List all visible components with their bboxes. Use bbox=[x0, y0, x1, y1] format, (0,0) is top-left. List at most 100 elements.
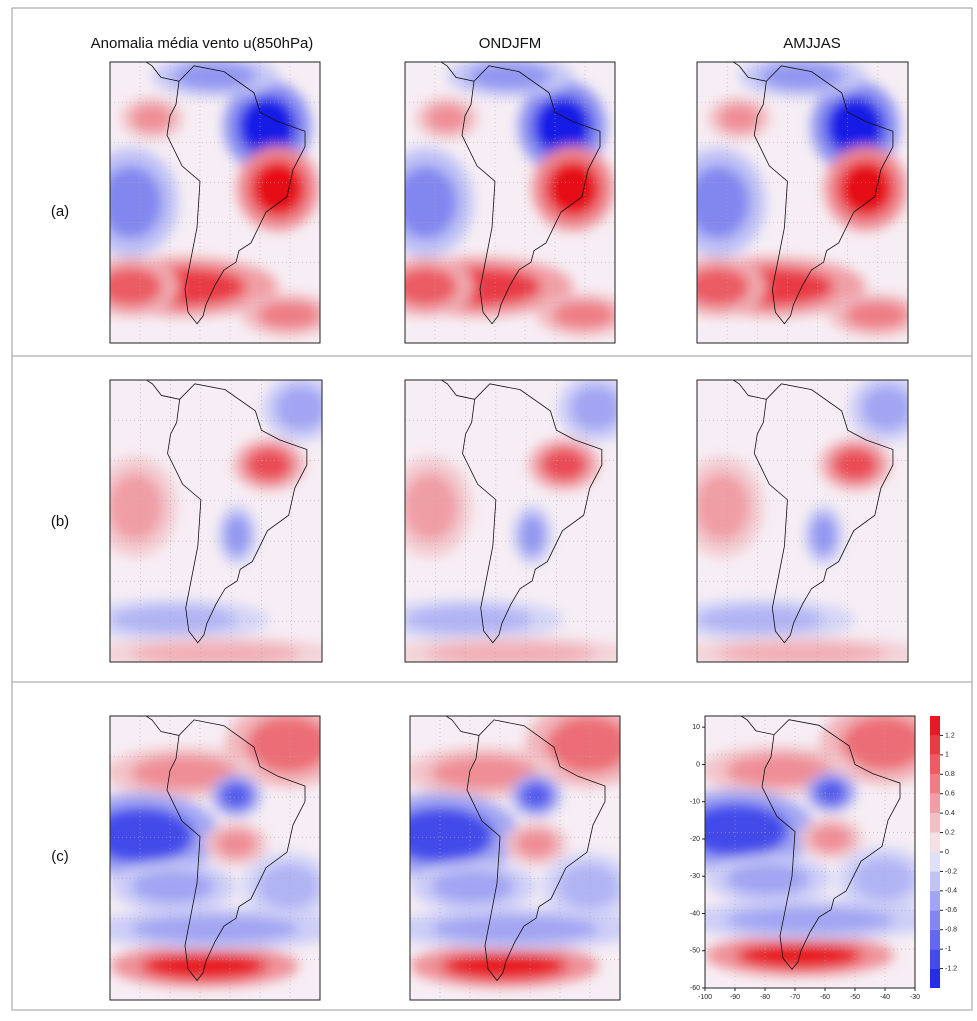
x-tick-label: -80 bbox=[760, 994, 770, 1001]
map-panel bbox=[404, 61, 616, 344]
y-tick-label: -50 bbox=[690, 948, 700, 955]
map-border bbox=[409, 715, 621, 1001]
map-panel bbox=[409, 715, 621, 1001]
anomaly-core bbox=[841, 716, 915, 771]
anomaly-core bbox=[726, 906, 894, 934]
anomaly-core bbox=[519, 515, 545, 555]
colorbar-segment bbox=[930, 929, 940, 950]
anomaly-core bbox=[844, 300, 908, 329]
anomaly-core bbox=[431, 914, 599, 944]
anomaly-core bbox=[131, 914, 299, 944]
anomaly-core bbox=[861, 385, 908, 431]
x-tick-label: -70 bbox=[790, 994, 800, 1001]
coastline bbox=[732, 380, 894, 644]
anomaly-core bbox=[405, 165, 458, 240]
anomaly-core bbox=[224, 515, 250, 555]
map-field bbox=[410, 716, 620, 1000]
x-tick-label: -100 bbox=[698, 994, 712, 1001]
anomaly-blobs bbox=[405, 62, 615, 336]
colorbar-segment bbox=[930, 774, 940, 794]
map-field bbox=[405, 380, 617, 662]
anomaly-core bbox=[110, 806, 194, 864]
coastline bbox=[145, 62, 306, 325]
map-panel bbox=[696, 61, 909, 344]
colorbar-label: 0.4 bbox=[945, 810, 955, 817]
map-panel bbox=[109, 379, 323, 663]
map-panel bbox=[109, 715, 321, 1001]
y-tick-label: 10 bbox=[692, 724, 700, 731]
anomaly-core bbox=[519, 781, 553, 810]
coastline bbox=[740, 716, 901, 971]
colorbar-label: -0.2 bbox=[945, 868, 957, 875]
anomaly-core bbox=[760, 62, 845, 91]
anomaly-core bbox=[131, 104, 173, 133]
coastline bbox=[445, 716, 606, 982]
anomaly-core bbox=[246, 716, 320, 773]
anomaly-core bbox=[557, 863, 620, 910]
anomaly-blobs bbox=[110, 62, 320, 336]
column-title: Anomalia média vento u(850hPa) bbox=[91, 35, 314, 52]
colorbar-label: 0.8 bbox=[945, 771, 955, 778]
anomaly-core bbox=[215, 829, 257, 858]
anomaly-core bbox=[540, 447, 588, 482]
anomaly-core bbox=[131, 642, 301, 662]
anomaly-core bbox=[110, 473, 163, 541]
map-panel bbox=[704, 715, 916, 989]
colorbar-segment bbox=[930, 968, 940, 988]
anomaly-core bbox=[468, 62, 552, 91]
anomaly-core bbox=[257, 300, 320, 329]
map-border bbox=[696, 379, 909, 663]
anomaly-core bbox=[405, 267, 458, 307]
anomaly-core bbox=[275, 385, 322, 431]
colorbar-segment bbox=[930, 813, 940, 833]
coastline bbox=[440, 380, 603, 644]
colorbar-segment bbox=[930, 754, 940, 775]
map-field bbox=[705, 716, 915, 988]
x-tick-label: -60 bbox=[820, 994, 830, 1001]
row-label: (a) bbox=[51, 203, 69, 220]
colorbar-label: 0.2 bbox=[945, 829, 955, 836]
anomaly-core bbox=[726, 754, 831, 787]
map-border bbox=[704, 715, 916, 989]
map-border bbox=[109, 715, 321, 1001]
colorbar-segment bbox=[930, 716, 940, 736]
colorbar-segment bbox=[930, 949, 940, 969]
anomaly-core bbox=[410, 806, 494, 864]
map-field bbox=[405, 62, 615, 343]
anomaly-core bbox=[131, 869, 215, 904]
colorbar-segment bbox=[930, 852, 940, 872]
map-border bbox=[696, 61, 909, 344]
anomaly-blobs bbox=[705, 716, 915, 976]
anomaly-core bbox=[814, 778, 848, 806]
colorbar-segment bbox=[930, 871, 940, 891]
colorbar-label: -0.6 bbox=[945, 907, 957, 914]
anomaly-core bbox=[718, 104, 761, 133]
map-border bbox=[404, 379, 618, 663]
anomaly-core bbox=[697, 165, 750, 240]
map-field bbox=[697, 62, 908, 343]
x-tick-label: -40 bbox=[880, 994, 890, 1001]
anomaly-core bbox=[810, 515, 837, 555]
y-tick-label: -30 bbox=[690, 873, 700, 880]
x-tick-label: -90 bbox=[730, 994, 740, 1001]
y-tick-label: -40 bbox=[690, 910, 700, 917]
colorbar-label: 0 bbox=[945, 849, 949, 856]
colorbar-segment bbox=[930, 890, 940, 911]
anomaly-core bbox=[852, 857, 915, 901]
row-label: (b) bbox=[51, 513, 69, 530]
anomaly-core bbox=[697, 473, 750, 541]
map-border bbox=[109, 379, 323, 663]
map-panel bbox=[696, 379, 909, 663]
anomaly-core bbox=[245, 447, 293, 482]
anomaly-core bbox=[825, 95, 885, 158]
anomaly-core bbox=[697, 267, 750, 307]
y-tick-label: -60 bbox=[690, 985, 700, 992]
x-tick-label: -30 bbox=[910, 994, 920, 1001]
map-panel bbox=[404, 379, 618, 663]
colorbar-segment bbox=[930, 735, 940, 755]
map-panel bbox=[109, 61, 321, 344]
anomaly-core bbox=[838, 160, 894, 217]
map-field bbox=[110, 716, 320, 1000]
colorbar-label: 1.2 bbox=[945, 732, 955, 739]
